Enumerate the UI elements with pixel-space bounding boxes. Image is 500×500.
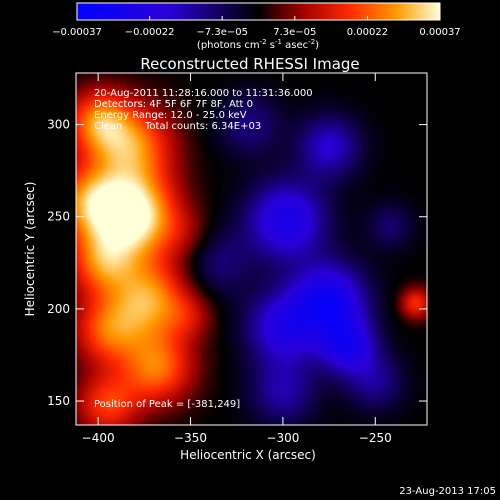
colorbar: −0.00037 −0.00022 −7.3e−05 7.3e−05 0.00022 0.…: [52, 2, 461, 51]
y-tick-label-3: 300: [47, 118, 70, 132]
colorbar-tick-label-1: −0.00022: [125, 27, 175, 38]
x-tick-label-3: −250: [359, 431, 392, 445]
image-area: −400 −350 −300 −250 150 200 250 300 20-Aug-201…: [47, 72, 428, 445]
colorbar-tick-labels: −0.00037 −0.00022 −7.3e−05 7.3e−05 0.00022 0.…: [52, 27, 461, 38]
x-tick-label-0: −400: [82, 431, 115, 445]
colorbar-tick-label-5: 0.00037: [419, 27, 460, 38]
unit-exp-2: -1: [275, 38, 282, 46]
peak-position-annotation: Position of Peak = [-381,249]: [94, 399, 240, 410]
unit-close: ): [315, 40, 319, 51]
unit-exp-3: -2: [308, 38, 315, 46]
plot-frame: [75, 72, 428, 426]
colorbar-tick-label-0: −0.00037: [52, 27, 102, 38]
x-axis-ticks: [97, 73, 376, 425]
chart-title: Reconstructed RHESSI Image: [140, 55, 359, 73]
time-annotation: 20-Aug-2011 11:28:16.000 to 11:31:36.000: [94, 88, 313, 99]
colorbar-tick-label-4: 0.00022: [347, 27, 388, 38]
colorbar-ticks: [76, 16, 441, 20]
detectors-annotation: Detectors: 4F 5F 6F 7F 8F, Att 0: [94, 99, 253, 110]
clean-annotation: Clean: [94, 121, 122, 132]
x-axis-label: Heliocentric X (arcsec): [180, 448, 316, 462]
y-axis-label: Heliocentric Y (arcsec): [23, 182, 37, 317]
y-tick-label-2: 250: [47, 210, 70, 224]
energy-annotation: Energy Range: 12.0 - 25.0 keV: [94, 110, 247, 121]
y-tick-label-0: 150: [47, 394, 70, 408]
y-axis-ticks: [76, 124, 427, 402]
colorbar-tick-label-3: 7.3e−05: [273, 27, 316, 38]
unit-part-3: asec: [282, 40, 308, 51]
colorbar-unit-label: (photons cm-2 s-1 asec-2): [197, 38, 319, 51]
y-tick-label-1: 200: [47, 302, 70, 316]
unit-part-2: s: [267, 40, 275, 51]
x-axis-tick-labels: −400 −350 −300 −250: [82, 431, 392, 445]
colorbar-scale: [76, 2, 441, 21]
colorbar-tick-label-2: −7.3e−05: [196, 27, 248, 38]
x-tick-label-1: −350: [174, 431, 207, 445]
total-counts-annotation: Total counts: 6.34E+03: [144, 121, 261, 132]
y-axis-tick-labels: 150 200 250 300: [47, 118, 70, 408]
heatmap-canvas: [76, 73, 427, 425]
unit-part-1: (photons cm: [197, 40, 260, 51]
unit-exp-1: -2: [260, 38, 267, 46]
footer-timestamp: 23-Aug-2013 17:05: [399, 486, 496, 497]
x-tick-label-2: −300: [266, 431, 299, 445]
